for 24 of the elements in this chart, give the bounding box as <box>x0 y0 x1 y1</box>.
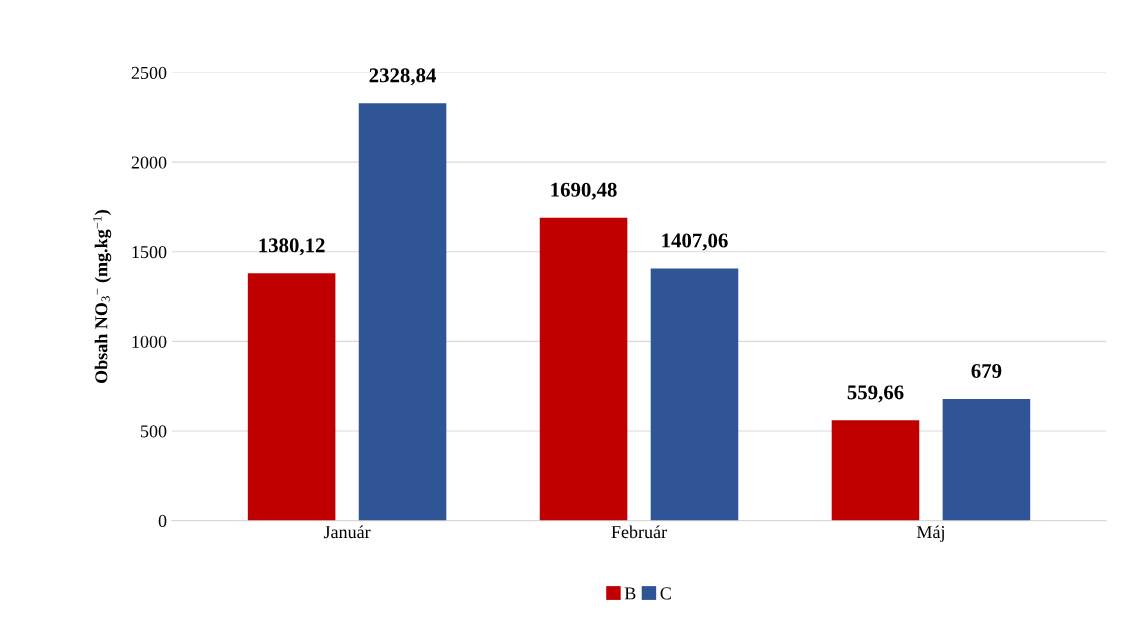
data-label: 2328,84 <box>369 68 437 86</box>
data-label: 1407,06 <box>662 233 728 251</box>
y-axis-title: Obsah NO$_{3}$$^{−}$ (mg.kg$^{−1}$) <box>93 210 112 383</box>
bar <box>650 268 739 521</box>
bar <box>942 398 1031 521</box>
y-tick-label: 500 <box>141 425 167 438</box>
data-label: 559,66 <box>847 385 904 403</box>
y-tick-label: 0 <box>158 514 167 528</box>
bar <box>831 420 920 521</box>
x-tick-label: Február <box>611 525 667 539</box>
x-tick-label: Január <box>323 525 371 539</box>
legend-label: C <box>660 587 671 600</box>
data-label: 1690,48 <box>551 182 617 200</box>
bar <box>539 217 628 521</box>
bar <box>247 273 336 521</box>
data-label: 679 <box>971 364 1002 378</box>
bar <box>358 103 447 521</box>
y-tick-label: 1500 <box>132 246 167 259</box>
y-tick-label: 2000 <box>131 156 167 169</box>
legend-label: B <box>624 587 636 600</box>
y-tick-label: 2500 <box>131 66 167 80</box>
data-label: 1380,12 <box>259 238 325 256</box>
y-tick-label: 1000 <box>132 335 167 348</box>
x-tick-label: Máj <box>916 525 944 542</box>
